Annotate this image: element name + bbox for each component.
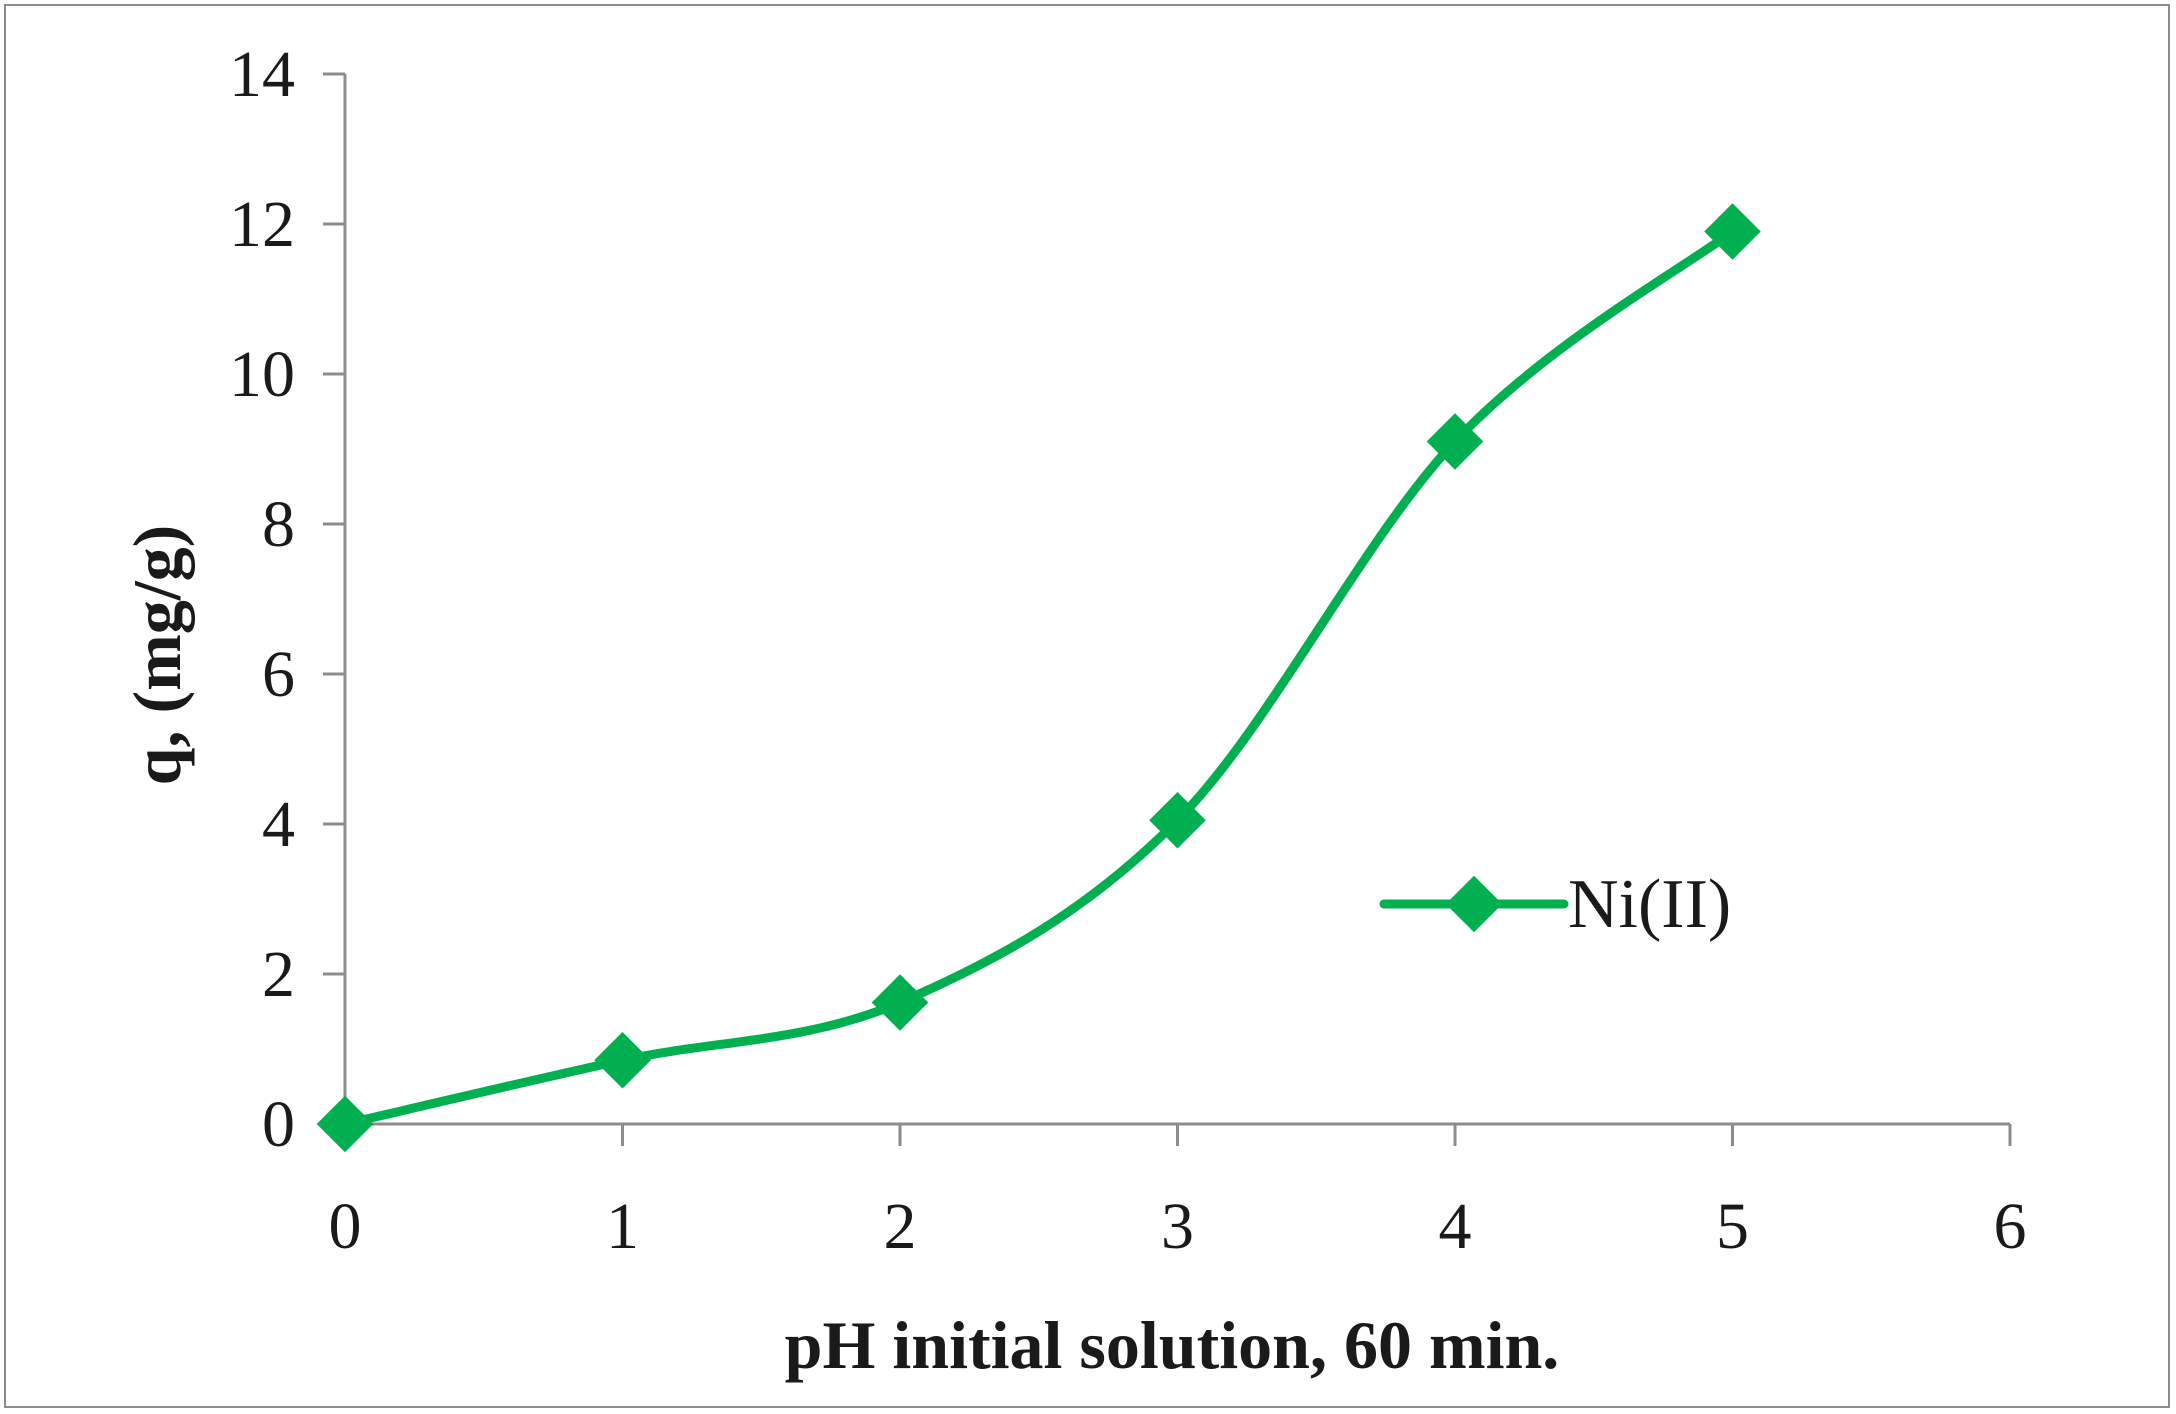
- data-point-marker: [316, 1095, 374, 1153]
- legend-marker-diamond: [1445, 875, 1503, 933]
- series-line: [340, 227, 1737, 1129]
- y-tick-label: 14: [229, 38, 295, 111]
- x-axis: 0 1 2 3 4 5 6: [329, 1122, 2027, 1263]
- x-tick-label: 5: [1716, 1190, 1749, 1263]
- x-tick-label: 4: [1439, 1190, 1472, 1263]
- data-point-marker: [1426, 413, 1484, 470]
- y-tick-label: 12: [229, 188, 295, 261]
- y-axis: 0 2 4 6 8 10 12 14: [229, 38, 347, 1161]
- x-tick-label: 6: [1994, 1190, 2027, 1263]
- y-tick-label: 8: [262, 488, 295, 561]
- y-tick-label: 6: [262, 638, 295, 711]
- x-tick-label: 0: [329, 1190, 362, 1263]
- x-tick-label: 3: [1161, 1190, 1194, 1263]
- legend-label: Ni(II): [1568, 866, 1731, 943]
- y-tick-label: 10: [229, 338, 295, 411]
- y-axis-title: q, (mg/g): [119, 525, 195, 786]
- legend: Ni(II): [1379, 866, 1731, 943]
- data-point-marker: [871, 974, 929, 1031]
- x-tick-label: 2: [884, 1190, 917, 1263]
- x-axis-title: pH initial solution, 60 min.: [785, 1307, 1560, 1383]
- data-point-marker: [1149, 791, 1206, 849]
- y-tick-label: 4: [262, 788, 295, 861]
- y-tick-label: 2: [262, 938, 295, 1011]
- chart-frame: [4, 4, 2170, 1408]
- x-tick-label: 1: [606, 1190, 639, 1263]
- data-point-marker: [594, 1031, 651, 1089]
- series-group: [316, 203, 1761, 1153]
- data-point-marker: [1704, 203, 1761, 260]
- y-tick-label: 0: [262, 1088, 295, 1161]
